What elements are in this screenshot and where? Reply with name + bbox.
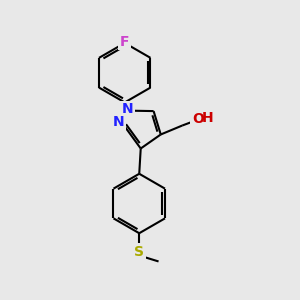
Text: O: O: [192, 112, 204, 126]
Text: S: S: [134, 244, 144, 259]
Text: H: H: [202, 111, 214, 125]
Text: N: N: [122, 102, 134, 116]
Text: F: F: [120, 34, 130, 49]
Text: N: N: [112, 115, 124, 129]
